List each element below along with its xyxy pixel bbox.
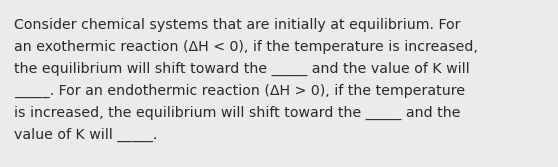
Text: is increased, the equilibrium will shift toward the _____ and the: is increased, the equilibrium will shift… (14, 106, 460, 120)
Text: Consider chemical systems that are initially at equilibrium. For: Consider chemical systems that are initi… (14, 18, 460, 32)
Text: an exothermic reaction (ΔH < 0), if the temperature is increased,: an exothermic reaction (ΔH < 0), if the … (14, 40, 478, 54)
Text: value of K will _____.: value of K will _____. (14, 128, 157, 142)
Text: _____. For an endothermic reaction (ΔH > 0), if the temperature: _____. For an endothermic reaction (ΔH >… (14, 84, 465, 98)
Text: the equilibrium will shift toward the _____ and the value of K will: the equilibrium will shift toward the __… (14, 62, 470, 76)
